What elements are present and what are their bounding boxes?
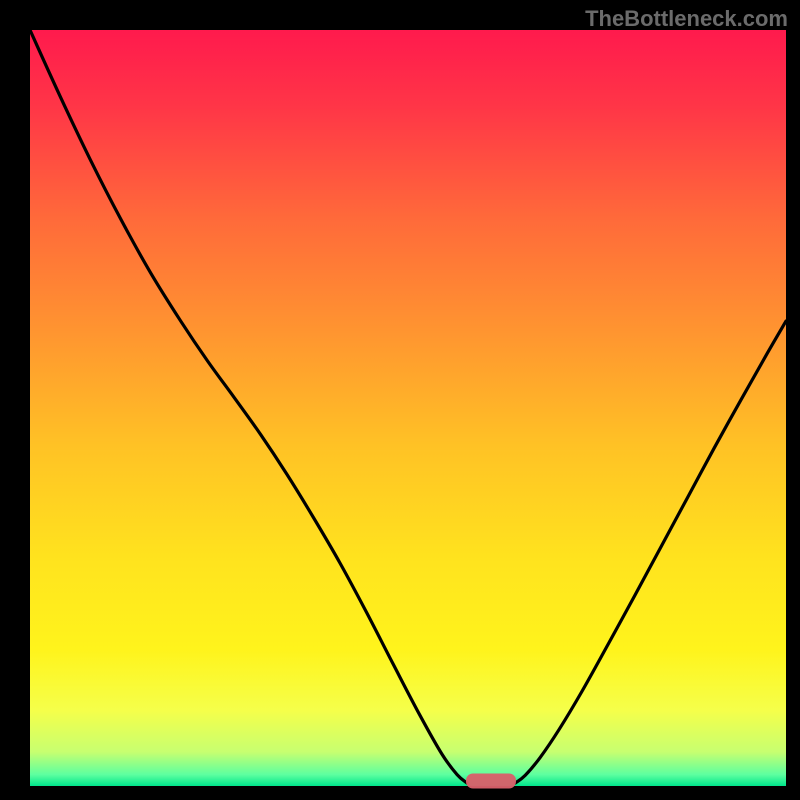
plot-area — [30, 30, 786, 786]
chart-canvas: TheBottleneck.com — [0, 0, 800, 800]
watermark-text: TheBottleneck.com — [585, 6, 788, 32]
chart-background-gradient — [30, 30, 786, 786]
optimal-range-marker — [466, 774, 516, 789]
